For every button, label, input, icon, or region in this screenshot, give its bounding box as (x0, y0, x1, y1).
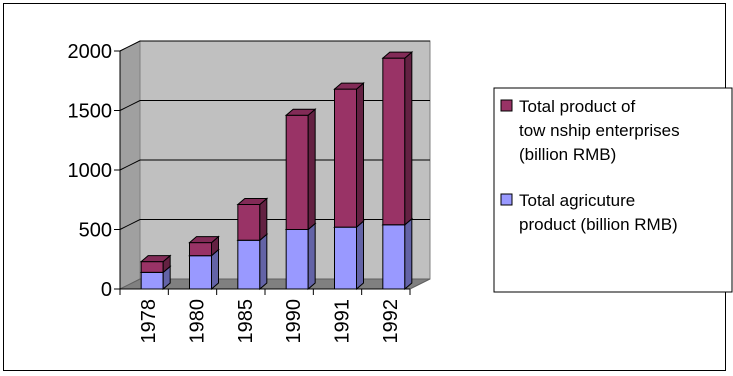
legend-label-line: product (billion RMB) (519, 215, 678, 234)
legend: Total product of tow nship enterprises (bi… (493, 87, 733, 293)
legend-swatch (500, 99, 513, 112)
bar-front-1990-0 (285, 229, 309, 290)
bar-top-1992-1 (381, 51, 414, 59)
x-tick-label-1985: 1985 (235, 299, 257, 344)
bar-side-1985-1 (259, 197, 268, 242)
legend-label-line: (billion RMB) (519, 145, 616, 164)
x-tick-label-1990: 1990 (283, 299, 305, 344)
bar-front-1978-1 (140, 261, 164, 273)
bar-side-1991-1 (356, 81, 364, 229)
bar-front-1991-1 (334, 88, 357, 228)
bar-side-1991-0 (356, 220, 364, 291)
y-tick-label: 1500 (68, 101, 113, 123)
bar-front-1980-1 (189, 242, 212, 257)
y-tick-label: 1000 (68, 160, 113, 182)
bar-side-1980-0 (211, 248, 219, 291)
bar-front-1990-1 (285, 114, 309, 230)
bar-front-1980-0 (189, 255, 212, 290)
y-tick-label: 500 (79, 220, 112, 242)
bar-front-1985-1 (237, 204, 261, 241)
bar-top-1985-1 (236, 198, 269, 206)
bar-top-1991-1 (333, 82, 365, 90)
bar-front-1992-1 (382, 57, 406, 226)
gridline (119, 100, 430, 111)
legend-box (493, 87, 733, 293)
legend-label-line: Total agricuture (519, 191, 635, 210)
y-tick-label: 0 (101, 279, 112, 301)
bar-side-1992-1 (404, 51, 413, 226)
bar-top-1978-1 (139, 255, 172, 263)
x-tick-label-1978: 1978 (138, 299, 160, 344)
bar-front-1992-0 (382, 224, 406, 290)
bar-front-1985-0 (237, 239, 261, 290)
bar-top-1980-1 (188, 236, 220, 244)
x-tick-label-1980: 1980 (187, 299, 209, 344)
legend-label-line: tow nship enterprises (519, 121, 680, 140)
y-tick-label: 2000 (68, 41, 113, 63)
gridline (119, 159, 430, 171)
bar-side-1992-0 (404, 217, 413, 291)
legend-label-line: Total product of (519, 97, 636, 116)
bar-side-1990-0 (307, 222, 316, 291)
bar-top-1990-1 (284, 108, 317, 116)
x-tick-label-1991: 1991 (332, 299, 354, 344)
bar-side-1985-0 (259, 233, 268, 291)
bar-front-1991-0 (334, 226, 357, 290)
legend-swatch (500, 193, 513, 206)
gridline (119, 40, 430, 52)
x-tick-label-1992: 1992 (380, 299, 402, 344)
gridline (119, 219, 430, 230)
bar-front-1978-0 (140, 271, 164, 290)
bar-side-1990-1 (307, 108, 316, 231)
